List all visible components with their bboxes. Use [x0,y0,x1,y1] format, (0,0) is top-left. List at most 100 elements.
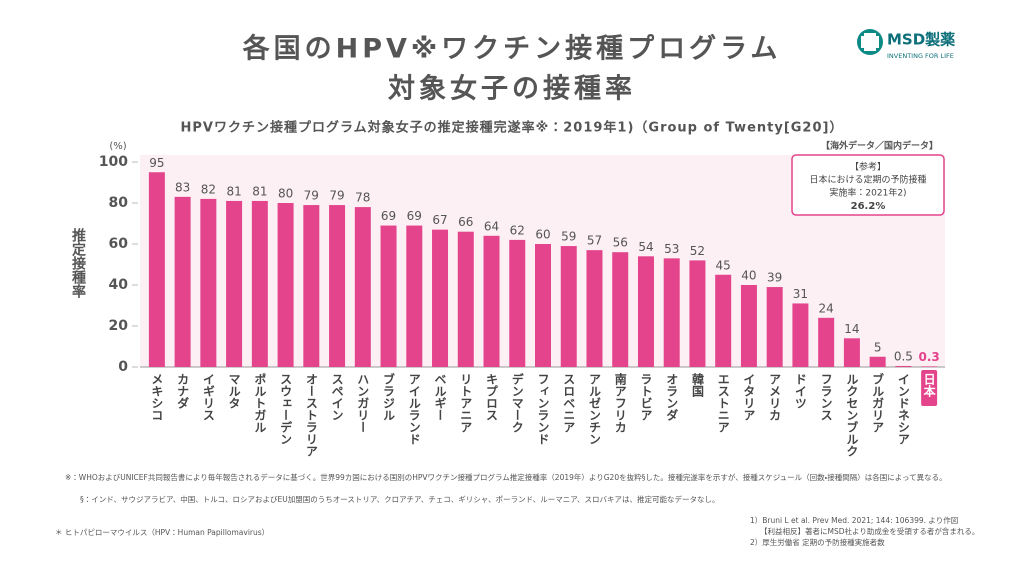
value-label: 78 [355,191,370,205]
x-tick-label: オーストラリア [304,373,318,457]
x-tick-label: ブラジル [382,372,396,421]
value-label: 59 [561,230,576,244]
bar [354,207,371,367]
bar [457,231,474,367]
value-label: 54 [638,240,653,254]
bar [226,200,243,367]
x-tick-label: アイルランド [407,373,421,445]
x-tick-label: デンマーク [510,372,524,433]
y-unit: (%) [109,141,126,152]
x-tick-label: ブルガリア [871,372,885,433]
x-tick-label: ルクセンブルク [845,373,859,457]
x-tick-label: カナダ [176,373,190,409]
bar [535,244,551,367]
reference: 1）Bruni L et al. Prev Med. 2021; 144: 10… [750,516,959,525]
value-label: 5 [874,340,882,354]
value-label: 79 [304,189,319,203]
reference-text: 【参考】 [850,161,886,173]
value-label: 40 [741,269,756,283]
y-tick-label: 20 [109,318,129,334]
reference-text: 日本における定期の予防接種 [809,174,926,186]
value-label: 53 [664,242,679,256]
bar [663,258,680,367]
value-label: 56 [613,236,628,250]
value-label: 67 [432,213,447,227]
x-tick-label: アメリカ [768,373,782,421]
x-tick-label: イタリア [742,373,756,421]
logo-mark [861,36,879,48]
bar [432,229,449,367]
value-label: 66 [458,215,473,229]
bar [637,256,654,367]
bar [380,225,397,367]
value-label: 80 [278,187,293,201]
value-label: 81 [252,184,267,198]
data-note: 【海外データ／国内データ】 [821,140,938,152]
chart-title: 各国のHPV※ワクチン接種プログラム [242,33,782,65]
reference: 2）厚生労働省 定期の予防接種実施者数 [750,538,885,547]
value-label: 69 [407,209,422,223]
value-label: 62 [510,223,525,237]
y-tick-label: 100 [99,154,128,170]
bar [560,246,577,367]
reference-box [791,154,945,216]
bar [277,203,294,367]
x-tick-label: スペイン [330,373,344,421]
bar [689,260,706,367]
bar [818,317,835,367]
value-label: 24 [819,301,834,315]
value-label: 95 [149,156,164,170]
x-tick-label: インドネシア [896,373,910,445]
bar [200,198,217,367]
x-tick-label: スロベニア [562,373,576,433]
x-tick-label: スウェーデン [279,373,293,445]
value-label: 0.5 [894,349,913,363]
bar [483,235,500,367]
x-tick-label: アルゼンチン [587,373,601,445]
bar [329,205,346,367]
value-label: 60 [535,228,550,242]
bar [251,200,268,367]
value-label: 57 [587,234,602,248]
x-tick-label: フィンランド [536,373,550,445]
value-label: 69 [381,209,396,223]
chart-title: 対象女子の接種率 [388,73,636,105]
value-label: 45 [716,258,731,272]
x-tick-label: オランダ [665,373,679,421]
footnote: ＊ ヒトパピローマウイルス（HPV：Human Papillomavirus） [55,528,270,537]
category-highlight [921,370,938,406]
x-tick-label: キプロス [485,373,499,421]
bar [921,366,938,367]
x-tick-label: マルタ [227,373,241,409]
x-tick-label: イギリス [201,373,215,421]
y-tick-label: 40 [109,277,129,293]
value-label: 79 [329,189,344,203]
x-tick-label: ドイツ [793,373,807,409]
logo-name: MSD製薬 [887,31,955,49]
footnote: ※：WHOおよびUNICEF共同報告書により毎年報告されるデータに基づく。世界9… [65,473,947,482]
value-label: 0.3 [918,350,939,364]
reference: 【利益相反】著者にMSD社より助成金を受領する者が含まれる。 [760,527,980,536]
value-label: 81 [226,184,241,198]
logo-tagline: INVENTING FOR LIFE [887,52,954,60]
bar [895,365,912,367]
bar [869,356,886,367]
bar [148,172,165,367]
reference-value: 26.2% [851,201,886,212]
value-label: 83 [175,180,190,194]
bar [766,287,783,367]
value-label: 64 [484,219,499,233]
y-tick-label: 0 [118,359,128,375]
x-tick-label: フランス [819,373,833,421]
x-tick-label: ポルトガル [253,372,267,433]
y-tick-label: 80 [109,195,129,211]
bar [509,239,526,367]
value-label: 52 [690,244,705,258]
x-tick-label: ラトビア [639,373,653,421]
bar [715,274,732,367]
x-tick-label: 南アフリカ [613,372,627,433]
x-tick-label: エストニア [716,373,730,433]
x-tick-label: メキシコ [150,373,164,421]
